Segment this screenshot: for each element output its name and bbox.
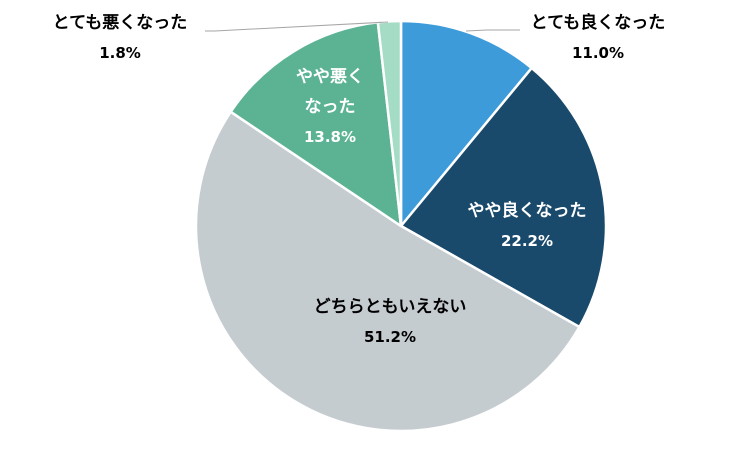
slice-label-4-line-1: やや悪く <box>296 67 364 87</box>
pie-slice-2 <box>399 66 608 329</box>
pie-slices <box>194 19 608 433</box>
pie-slice-4 <box>228 20 403 229</box>
slice-value-label-5: 1.8% <box>99 44 141 62</box>
slice-value-label-2: 22.2% <box>501 232 553 250</box>
slice-labels: とても良くなった 11.0% やや良くなった 22.2% どちらともいえない 51.2% や… <box>53 12 666 346</box>
slice-label-1: とても良くなった <box>531 12 666 33</box>
pie-slice-3 <box>194 110 582 433</box>
slice-label-4-line-2: なった <box>305 97 356 117</box>
slice-label-5: とても悪くなった <box>53 13 188 33</box>
pie-slice-1 <box>399 19 534 230</box>
slice-value-label-1: 11.0% <box>572 44 624 62</box>
leader-line-1 <box>465 29 520 32</box>
leader-lines <box>205 21 520 32</box>
slice-label-3: どちらともいえない <box>314 297 467 317</box>
slice-value-label-4: 13.8% <box>304 128 356 146</box>
slice-value-label-3: 51.2% <box>364 328 416 346</box>
slice-label-2: やや良くなった <box>468 200 587 221</box>
leader-line-5 <box>205 21 389 32</box>
